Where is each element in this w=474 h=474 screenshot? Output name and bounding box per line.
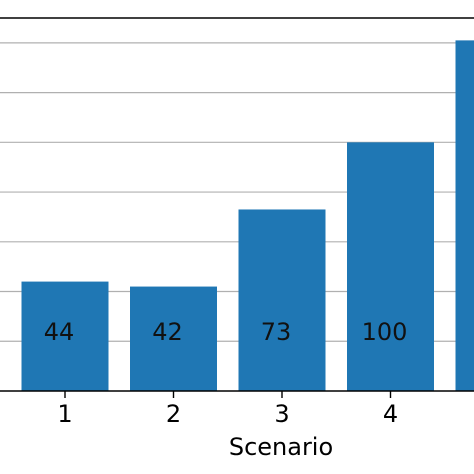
bar-value-label: 42 <box>152 318 183 346</box>
bar <box>455 40 474 391</box>
bars <box>21 40 474 391</box>
bar-value-label: 44 <box>44 318 75 346</box>
bar-value-labels: 44 42 73 100 <box>44 318 408 346</box>
x-tick-label: 2 <box>166 400 181 428</box>
bar <box>238 209 326 391</box>
x-axis-title: Scenario <box>229 433 333 461</box>
x-tick-label: 1 <box>57 400 72 428</box>
bar <box>347 142 434 391</box>
bar-value-label: 100 <box>362 318 408 346</box>
bar-value-label: 73 <box>261 318 292 346</box>
x-ticks: 1 2 3 4 <box>57 391 398 428</box>
x-tick-label: 4 <box>383 400 398 428</box>
bar <box>21 281 109 391</box>
bar <box>130 286 217 391</box>
x-tick-label: 3 <box>274 400 289 428</box>
